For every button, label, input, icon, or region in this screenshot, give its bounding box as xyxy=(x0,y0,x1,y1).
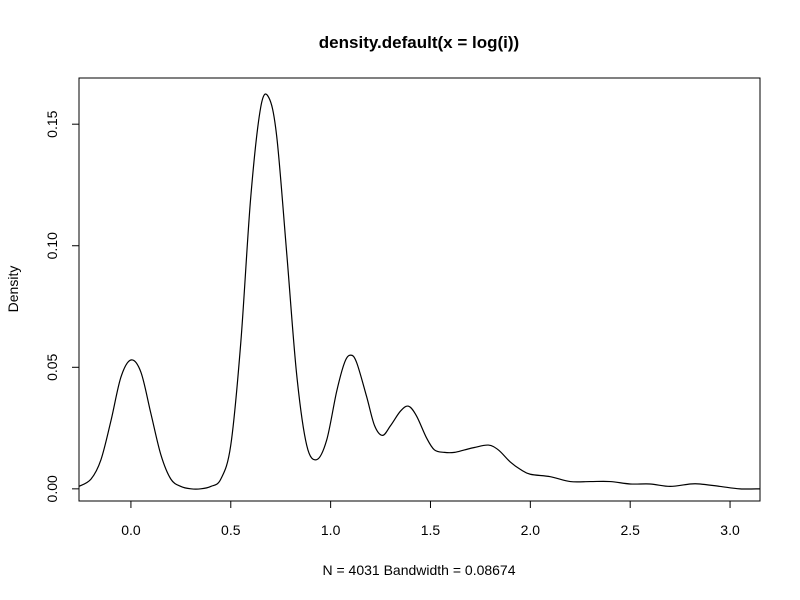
plot-frame xyxy=(78,77,761,502)
series-layer xyxy=(78,93,761,490)
x-tick-label: 3.0 xyxy=(720,522,740,538)
x-tick-label: 0.0 xyxy=(121,522,141,538)
x-tick-label: 1.5 xyxy=(421,522,441,538)
x-tick-label: 0.5 xyxy=(221,522,241,538)
y-tick-label: 0.10 xyxy=(44,232,60,259)
x-tick-label: 1.0 xyxy=(321,522,341,538)
y-tick-label: 0.05 xyxy=(44,353,60,380)
y-tick-label: 0.15 xyxy=(44,110,60,137)
y-tick-label: 0.00 xyxy=(44,475,60,502)
y-axis: 0.00 0.05 0.10 0.15 xyxy=(44,110,80,502)
x-tick-label: 2.0 xyxy=(521,522,541,538)
y-axis-label: Density xyxy=(5,266,21,313)
chart-title: density.default(x = log(i)) xyxy=(319,33,519,52)
x-tick-label: 2.5 xyxy=(620,522,640,538)
x-axis: 0.0 0.5 1.0 1.5 2.0 2.5 3.0 xyxy=(121,500,740,538)
density-curve-line xyxy=(78,93,761,490)
x-axis-label: N = 4031 Bandwidth = 0.08674 xyxy=(322,562,515,578)
